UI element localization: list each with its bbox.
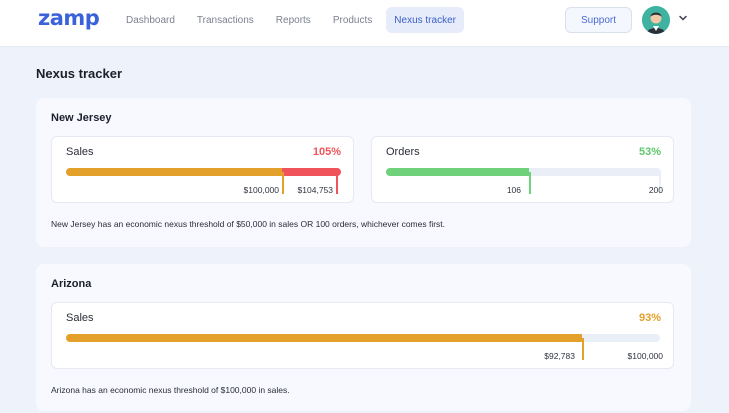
state-title: New Jersey — [51, 112, 112, 124]
nj-sales-fill — [66, 168, 282, 176]
threshold-tick — [659, 172, 661, 194]
nav-nexus-tracker[interactable]: Nexus tracker — [386, 7, 464, 33]
page-title: Nexus tracker — [36, 66, 122, 81]
state-title: Arizona — [51, 278, 92, 290]
metric-percent: 105% — [312, 146, 341, 158]
nav-products[interactable]: Products — [332, 14, 373, 26]
threshold-label: $100,000 — [627, 351, 663, 361]
nj-orders-bar — [386, 168, 661, 176]
current-tick — [582, 338, 584, 360]
metric-label: Orders — [386, 146, 420, 158]
threshold-label: $100,000 — [243, 185, 279, 195]
az-sales-metric: Sales 93% $92,783 $100,000 — [51, 302, 674, 369]
current-label: 106 — [506, 185, 521, 195]
metric-label: Sales — [66, 146, 94, 158]
nj-sales-over-fill — [282, 168, 341, 176]
arizona-card: Arizona Sales 93% $92,783 $100,000 Arizo… — [36, 264, 691, 411]
state-note: New Jersey has an economic nexus thresho… — [51, 219, 446, 229]
az-sales-fill — [66, 334, 582, 342]
current-tick — [336, 172, 338, 194]
nav-reports[interactable]: Reports — [275, 14, 311, 26]
nj-sales-metric: Sales 105% $100,000 $104,753 — [51, 136, 354, 203]
nj-orders-metric: Orders 53% 106 200 — [371, 136, 674, 203]
user-avatar-icon — [642, 6, 670, 34]
user-avatar[interactable] — [642, 6, 670, 34]
nav-transactions[interactable]: Transactions — [196, 14, 254, 26]
nj-sales-bar — [66, 168, 341, 176]
current-label: $92,783 — [544, 351, 575, 361]
az-sales-bar — [66, 334, 660, 342]
zamp-logo[interactable]: zamp — [38, 6, 100, 30]
main-nav: Dashboard Transactions Reports Products … — [118, 7, 470, 33]
metric-percent: 53% — [638, 146, 661, 158]
metric-percent: 93% — [638, 312, 661, 324]
threshold-tick — [282, 172, 284, 194]
chevron-down-icon[interactable] — [678, 13, 688, 23]
current-tick — [529, 172, 531, 194]
metric-label: Sales — [66, 312, 94, 324]
nj-orders-fill — [386, 168, 529, 176]
top-bar: zamp Dashboard Transactions Reports Prod… — [0, 0, 729, 47]
nav-dashboard[interactable]: Dashboard — [126, 14, 175, 26]
threshold-label: 200 — [648, 185, 663, 195]
current-label: $104,753 — [297, 185, 333, 195]
support-button[interactable]: Support — [565, 7, 632, 33]
state-note: Arizona has an economic nexus threshold … — [51, 385, 290, 395]
new-jersey-card: New Jersey Sales 105% $100,000 $104,753 … — [36, 98, 691, 247]
